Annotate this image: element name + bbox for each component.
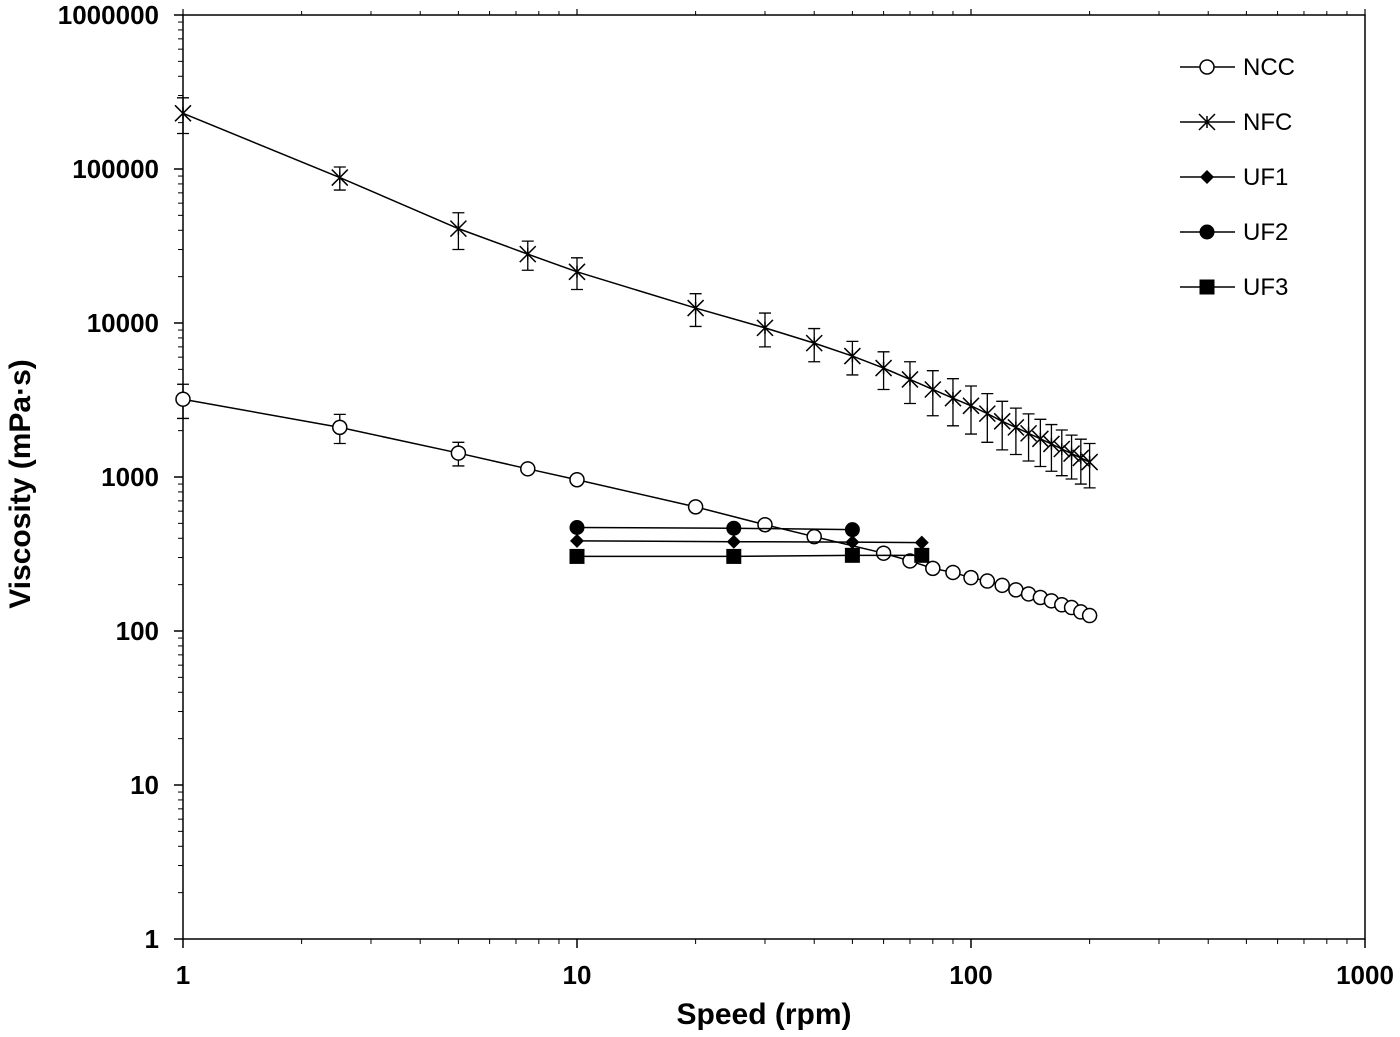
- data-point-uf3: [844, 547, 860, 563]
- plot-frame: [182, 14, 1366, 940]
- data-point-ncc: [450, 445, 467, 461]
- y-tick-label: 1: [145, 924, 159, 954]
- data-point-nfc: [756, 319, 774, 337]
- data-point-nfc: [901, 370, 919, 388]
- data-point-ncc: [1081, 607, 1098, 624]
- data-point-uf2: [726, 520, 742, 536]
- data-point-uf1: [570, 533, 584, 548]
- data-point-nfc: [1081, 453, 1099, 471]
- data-point-nfc: [1072, 449, 1090, 467]
- legend-label-uf2: UF2: [1243, 219, 1288, 246]
- data-point-ncc: [945, 564, 961, 581]
- y-tick-label: 100000: [72, 154, 159, 184]
- data-point-uf3: [726, 548, 742, 564]
- legend-marker-uf1: [1200, 170, 1214, 184]
- series-ncc: [175, 383, 1098, 624]
- data-point-uf2: [844, 522, 860, 538]
- legend-label-uf3: UF3: [1243, 274, 1288, 301]
- data-point-uf1: [914, 535, 929, 550]
- data-point-ncc: [175, 391, 191, 407]
- data-point-nfc: [568, 263, 586, 281]
- data-point-nfc: [1063, 445, 1081, 463]
- legend-label-uf1: UF1: [1243, 164, 1288, 191]
- data-point-uf2: [569, 519, 585, 535]
- legend-marker-uf2: [1199, 224, 1215, 240]
- data-point-nfc: [519, 245, 537, 263]
- legend-entry-ncc: NCC: [1180, 54, 1295, 81]
- data-point-nfc: [875, 359, 893, 377]
- data-point-nfc: [1007, 418, 1025, 436]
- data-point-nfc: [449, 220, 467, 238]
- data-point-nfc: [944, 389, 962, 407]
- data-point-ncc: [520, 461, 536, 477]
- legend-label-nfc: NFC: [1243, 109, 1292, 136]
- legend: NCC NFC UF1 UF2 UF3: [1180, 54, 1295, 301]
- legend-entry-uf3: UF3: [1180, 274, 1288, 301]
- data-point-nfc: [1020, 424, 1038, 442]
- x-tick-label: 10: [563, 960, 592, 990]
- data-point-uf1: [726, 534, 741, 549]
- data-point-uf3: [914, 547, 930, 563]
- series-uf1: [570, 533, 929, 550]
- data-point-ncc: [1008, 582, 1024, 598]
- data-point-nfc: [331, 169, 349, 187]
- legend-entry-uf1: UF1: [1180, 164, 1288, 191]
- data-point-ncc: [569, 471, 585, 488]
- data-point-nfc: [687, 299, 705, 317]
- x-tick-label: 100: [949, 960, 992, 990]
- series-uf3: [569, 547, 930, 564]
- series-line-uf1: [576, 540, 922, 544]
- data-point-uf1: [845, 535, 860, 550]
- data-point-nfc: [1042, 435, 1060, 453]
- data-point-ncc: [994, 577, 1010, 594]
- data-point-uf3: [569, 548, 585, 564]
- legend-marker-ncc: [1199, 59, 1215, 75]
- data-point-nfc: [805, 334, 823, 352]
- series-layer: [174, 97, 1099, 624]
- y-tick-label: 1000: [101, 462, 159, 492]
- legend-entry-nfc: NFC: [1180, 109, 1292, 136]
- series-nfc: [174, 97, 1099, 489]
- data-point-ncc: [979, 573, 996, 589]
- x-axis-title: Speed (rpm): [676, 998, 851, 1031]
- y-tick-label: 100: [116, 616, 159, 646]
- y-tick-label: 10: [130, 770, 159, 800]
- data-point-ncc: [757, 516, 773, 533]
- data-point-ncc: [963, 569, 979, 586]
- legend-label-ncc: NCC: [1243, 54, 1295, 81]
- data-point-nfc: [174, 104, 192, 122]
- y-tick-label: 1000000: [58, 0, 159, 30]
- axes-layer: 1 10 100 1000 1 10 100 1000 10000 100000 1000000: [58, 0, 1394, 990]
- legend-entry-uf2: UF2: [1180, 219, 1288, 246]
- data-point-ncc: [687, 499, 704, 515]
- data-point-nfc: [843, 347, 861, 365]
- series-line-ncc: [182, 398, 1090, 617]
- data-point-nfc: [1053, 440, 1071, 458]
- data-point-ncc: [332, 419, 348, 436]
- x-tick-label: 1: [176, 960, 190, 990]
- series-line-uf2: [576, 526, 853, 531]
- x-tick-label: 1000: [1336, 960, 1394, 990]
- data-point-nfc: [1031, 430, 1049, 448]
- legend-marker-uf3: [1199, 279, 1215, 295]
- data-point-nfc: [993, 412, 1011, 430]
- data-point-nfc: [978, 405, 996, 423]
- legend-marker-nfc: [1198, 113, 1216, 131]
- data-point-ncc: [875, 545, 892, 561]
- series-uf2: [569, 519, 860, 538]
- data-point-nfc: [962, 397, 980, 415]
- data-point-ncc: [925, 560, 941, 577]
- y-axis-title: Viscosity (mPa·s): [4, 359, 37, 609]
- series-line-uf3: [577, 554, 922, 558]
- y-tick-label: 10000: [87, 308, 159, 338]
- data-point-nfc: [924, 380, 942, 399]
